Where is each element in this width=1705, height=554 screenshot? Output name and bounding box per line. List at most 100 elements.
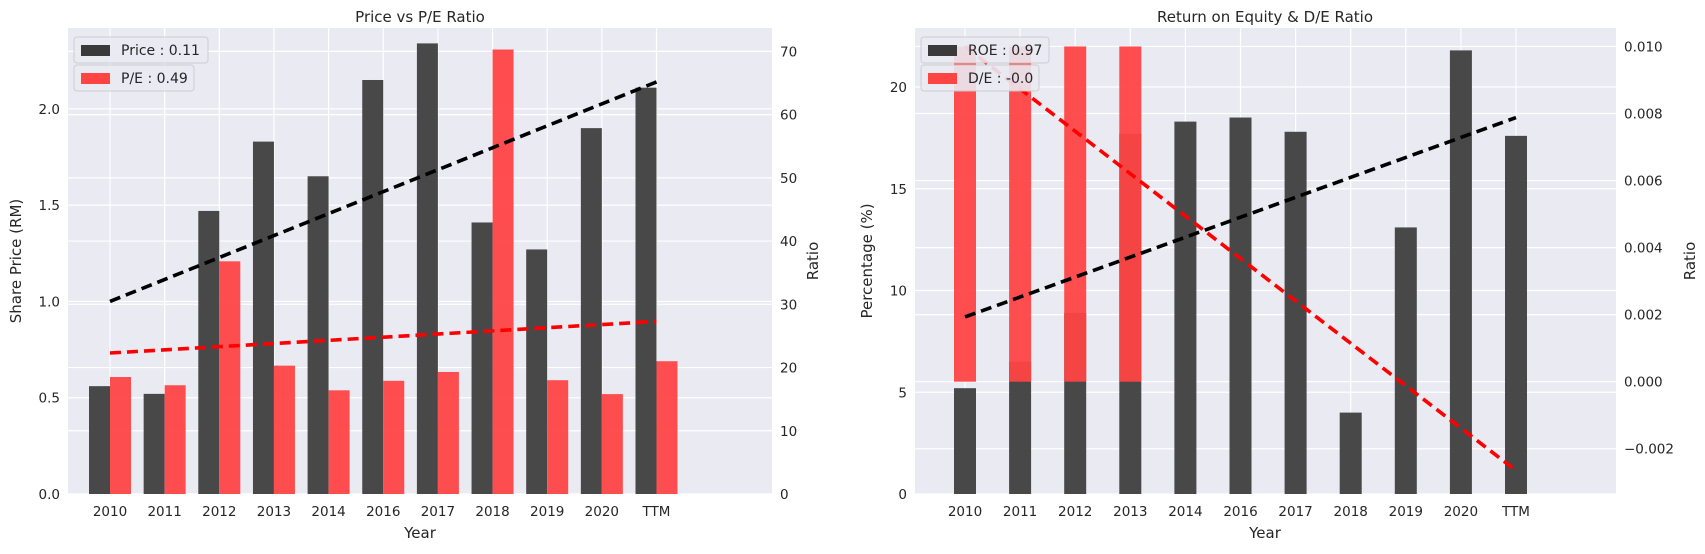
- right-axis-label: Ratio: [804, 242, 822, 281]
- bar-roe: [954, 388, 976, 494]
- left-tick-label: 2.0: [39, 102, 60, 118]
- left-tick-label: 5: [898, 385, 907, 401]
- right-tick-label: 30: [780, 297, 797, 313]
- bar-price: [471, 222, 493, 494]
- bar-pe: [601, 394, 623, 494]
- bar-price: [307, 176, 329, 495]
- x-tick-label: 2019: [530, 504, 564, 520]
- right-tick-label: 0.004: [1624, 241, 1663, 257]
- bar-pe: [383, 380, 405, 494]
- x-axis-label: Year: [1248, 524, 1282, 542]
- right-tick-label: 0.006: [1624, 174, 1663, 190]
- bar-pe: [656, 361, 678, 494]
- right-tick-label: −0.002: [1624, 442, 1674, 458]
- bars: [954, 46, 1527, 495]
- bar-roe: [1229, 117, 1252, 495]
- right-tick-label: 0: [780, 487, 789, 503]
- left-tick-label: 20: [890, 80, 907, 96]
- bar-price: [580, 128, 602, 494]
- trend-line: [109, 80, 658, 304]
- bar-price: [526, 249, 548, 494]
- bars: [89, 43, 678, 495]
- x-tick-label: 2014: [1168, 504, 1202, 520]
- legend: ROE : 0.97 D/E : -0.0: [920, 36, 1050, 92]
- bar-pe: [164, 385, 186, 494]
- left-axis-label: Percentage (%): [858, 203, 876, 318]
- x-tick-labels: 2010 2011 2012 2013 2014 2016 2017 2018 2019 2020…: [948, 504, 1530, 520]
- chart-title: Price vs P/E Ratio: [355, 8, 485, 26]
- legend-box-roe: [920, 36, 1050, 64]
- x-tick-label: 2011: [147, 504, 181, 520]
- bar-roe: [1284, 131, 1307, 494]
- bar-de: [1064, 46, 1087, 382]
- trend-lines: [109, 80, 658, 355]
- right-tick-label: 60: [780, 108, 797, 124]
- bar-pe: [110, 377, 131, 494]
- x-tick-label: 2017: [1278, 504, 1312, 520]
- bar-price: [89, 386, 110, 494]
- x-tick-label: 2013: [257, 504, 291, 520]
- trend-line: [963, 45, 1518, 472]
- legend: Price : 0.11 P/E : 0.49: [73, 36, 209, 92]
- plot-area: [915, 28, 1616, 494]
- right-tick-label: 0.000: [1624, 375, 1663, 391]
- x-tick-label: 2013: [1113, 504, 1147, 520]
- left-tick-label: 10: [890, 284, 907, 300]
- bar-de: [1009, 46, 1032, 382]
- right-tick-label: 50: [780, 171, 797, 187]
- left-tick-labels: 0 5 10 15 20: [890, 80, 907, 503]
- chart-title: Return on Equity & D/E Ratio: [1157, 8, 1373, 26]
- right-tick-label: 70: [780, 44, 797, 60]
- bar-roe: [1505, 135, 1527, 494]
- trend-line: [964, 115, 1517, 319]
- x-tick-label: 2020: [585, 504, 619, 520]
- legend-swatch-pe: [81, 73, 110, 84]
- left-tick-label: 1.0: [39, 294, 60, 310]
- trend-lines: [963, 45, 1518, 472]
- bar-de: [1119, 46, 1142, 382]
- bar-roe: [1394, 227, 1417, 494]
- x-axis-label: Year: [403, 524, 437, 542]
- right-tick-labels: 0 10 20 30 40 50 60 70: [780, 44, 797, 503]
- x-tick-label: 2010: [948, 504, 982, 520]
- x-tick-label: 2018: [475, 504, 509, 520]
- trend-line: [109, 319, 657, 355]
- x-tick-label: 2016: [366, 504, 400, 520]
- bar-roe: [1174, 121, 1197, 494]
- bar-price: [198, 210, 220, 494]
- bar-pe: [219, 261, 241, 494]
- legend-label-pe: P/E : 0.49: [121, 71, 188, 87]
- bar-pe: [273, 365, 295, 494]
- legend-box-price: [73, 36, 209, 64]
- roe-de-chart: 2010 2011 2012 2013 2014 2016 2017 2018 2019 2020…: [858, 8, 1699, 542]
- x-tick-label: TTM: [642, 504, 671, 520]
- bar-price: [252, 141, 274, 494]
- right-tick-labels: −0.002 0.000 0.002 0.004 0.006 0.008 0.010: [1624, 39, 1674, 457]
- left-tick-label: 0: [898, 487, 907, 503]
- bar-roe: [1339, 412, 1362, 494]
- right-tick-label: 20: [780, 361, 797, 377]
- x-tick-label: 2018: [1334, 504, 1368, 520]
- legend-swatch-de: [928, 73, 957, 84]
- x-tick-label: 2010: [93, 504, 127, 520]
- legend-box-de: [920, 64, 1040, 92]
- left-tick-labels: 0.0 0.5 1.0 1.5 2.0: [39, 102, 60, 503]
- right-tick-label: 0.002: [1624, 308, 1663, 324]
- right-axis-label: Ratio: [1681, 242, 1699, 281]
- bar-de: [954, 46, 976, 382]
- right-tick-label: 0.010: [1624, 39, 1663, 55]
- bar-price: [143, 393, 165, 494]
- left-tick-label: 0.0: [39, 487, 60, 503]
- bar-pe: [492, 49, 514, 495]
- legend-label-price: Price : 0.11: [121, 43, 200, 59]
- x-tick-label: 2017: [421, 504, 455, 520]
- x-tick-label: 2014: [311, 504, 345, 520]
- legend-swatch-roe: [928, 45, 957, 56]
- left-tick-label: 15: [890, 182, 907, 198]
- legend-box-pe: [73, 64, 195, 92]
- bar-price: [416, 43, 438, 494]
- x-tick-label: 2012: [202, 504, 236, 520]
- bar-pe: [547, 380, 569, 494]
- right-tick-label: 0.008: [1624, 106, 1663, 122]
